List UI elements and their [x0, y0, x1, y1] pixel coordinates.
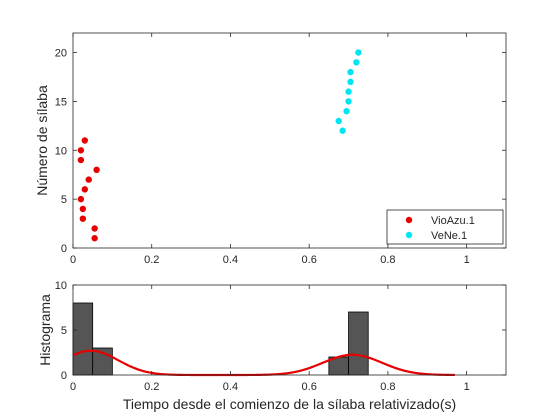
- scatter-y-tick-label: 15: [55, 96, 67, 108]
- scatter-point-series-1: [335, 117, 342, 125]
- scatter-x-tick-label: 0.6: [302, 254, 317, 266]
- scatter-point-series-1: [339, 127, 346, 134]
- scatter-point-series-0: [91, 225, 98, 232]
- scatter-point-series-0: [77, 156, 85, 164]
- histogram-x-tick-label: 0.4: [223, 381, 238, 393]
- histogram-plot-area: [73, 285, 506, 375]
- scatter-x-tick-label: 0: [70, 254, 76, 266]
- scatter-point-series-0: [85, 176, 92, 183]
- scatter-x-tick-label: 0.8: [380, 254, 395, 266]
- scatter-y-tick-label: 10: [55, 145, 67, 157]
- histogram-x-tick-label: 1: [464, 381, 470, 393]
- scatter-point-series-1: [343, 107, 350, 115]
- histogram-axes-frame: [72, 284, 507, 376]
- scatter-point-series-0: [81, 137, 89, 144]
- scatter-point-series-0: [91, 235, 98, 242]
- histogram-x-tick-label: 0.6: [302, 381, 317, 393]
- scatter-point-series-0: [79, 215, 87, 222]
- legend-entry-label: VeNe.1: [431, 230, 467, 242]
- histogram-x-tick-label: 0: [70, 381, 76, 393]
- scatter-point-series-0: [79, 205, 87, 213]
- scatter-point-series-1: [353, 59, 360, 66]
- scatter-point-series-1: [355, 49, 362, 56]
- legend-marker: [405, 216, 413, 224]
- scatter-point-series-1: [347, 68, 354, 76]
- histogram-bar: [348, 311, 369, 376]
- scatter-point-series-0: [77, 147, 85, 154]
- scatter-x-tick-label: 1: [464, 254, 470, 266]
- histogram-x-tick-label: 0.2: [144, 381, 159, 393]
- scatter-y-tick-label: 5: [61, 194, 67, 206]
- legend: VioAzu.1 VeNe.1: [386, 209, 504, 245]
- legend-box: [386, 209, 504, 245]
- legend-marker: [405, 231, 413, 239]
- scatter-y-tick-label: 0: [61, 243, 67, 255]
- scatter-point-series-0: [81, 186, 89, 193]
- legend-entry-label: VioAzu.1: [431, 215, 475, 227]
- scatter-point-series-1: [347, 78, 354, 86]
- scatter-point-series-1: [345, 98, 352, 105]
- histogram-y-tick-label: 10: [55, 280, 67, 292]
- histogram-x-axis-label: Tiempo desde el comienzo de la sílaba re…: [123, 396, 456, 412]
- histogram-bar: [72, 302, 94, 376]
- scatter-point-series-0: [93, 166, 100, 174]
- scatter-x-tick-label: 0.4: [223, 254, 238, 266]
- scatter-y-tick-label: 20: [55, 48, 67, 60]
- histogram-x-tick-label: 0.8: [380, 381, 395, 393]
- scatter-point-series-0: [77, 195, 85, 203]
- histogram-y-tick-label: 5: [61, 325, 67, 337]
- scatter-point-series-1: [345, 88, 352, 95]
- scatter-axes-frame: [72, 32, 507, 249]
- histogram-y-axis-label: Histograma: [37, 294, 53, 366]
- scatter-y-axis-label: Número de sílaba: [34, 85, 50, 196]
- scatter-points: [77, 49, 362, 242]
- histogram-y-tick-label: 0: [61, 370, 67, 382]
- scatter-x-tick-label: 0.2: [144, 254, 159, 266]
